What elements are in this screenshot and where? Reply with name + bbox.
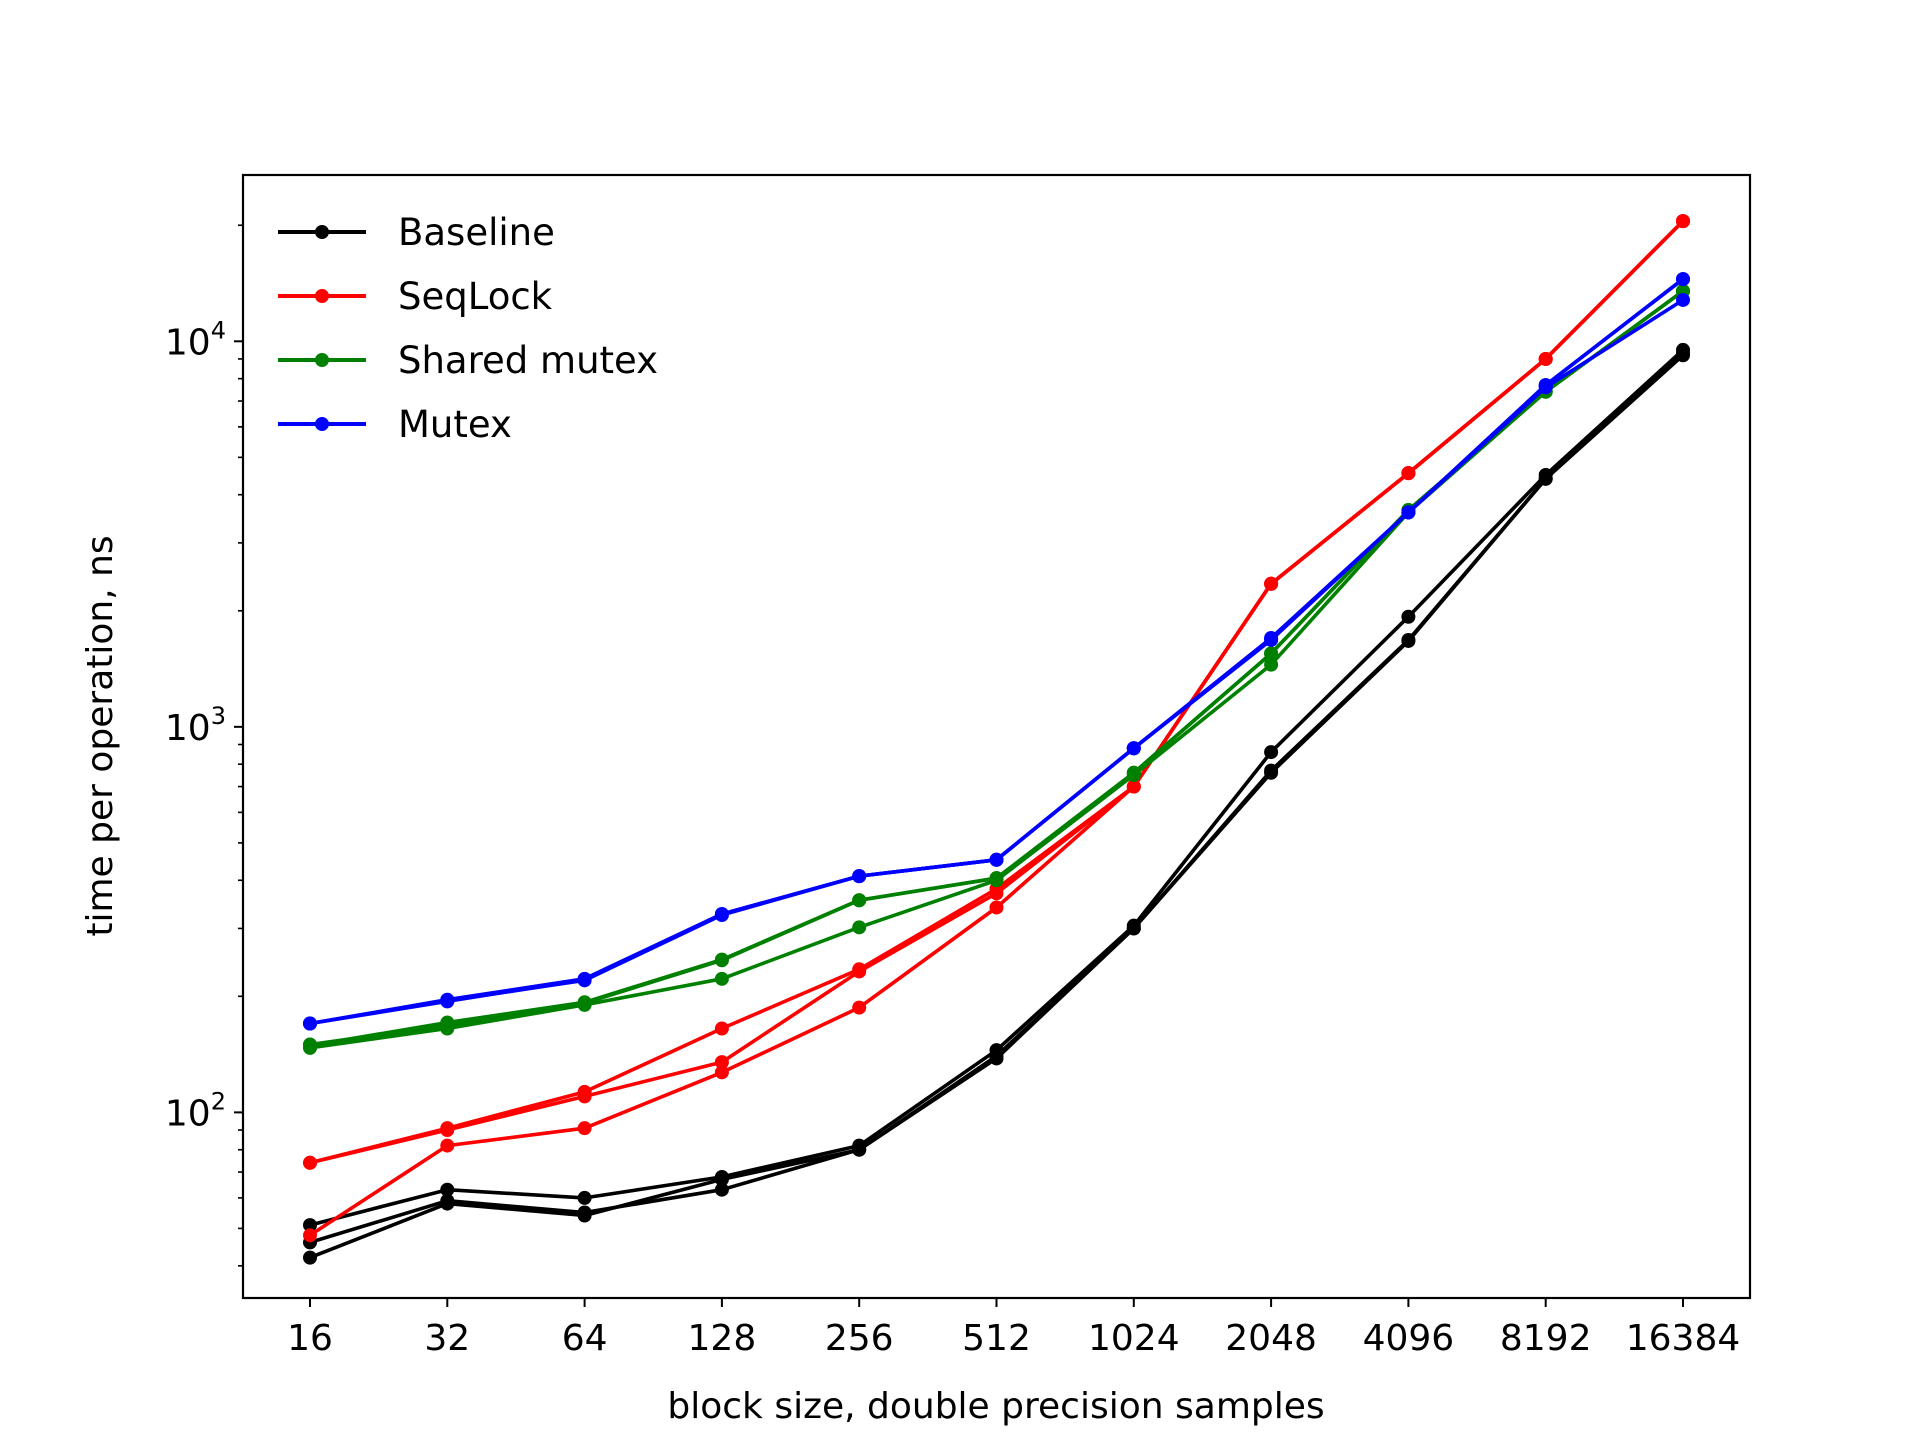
data-point	[303, 1037, 317, 1052]
legend-label: Baseline	[398, 211, 555, 254]
data-point	[989, 871, 1004, 886]
data-point	[714, 1055, 729, 1070]
x-tick-label: 1024	[1088, 1318, 1180, 1359]
legend-label: Mutex	[398, 403, 512, 446]
legend-marker	[315, 225, 329, 239]
y-tick-label: 104	[165, 316, 226, 363]
data-point	[440, 994, 455, 1009]
x-tick-label: 32	[424, 1318, 470, 1359]
data-point	[989, 886, 1004, 901]
data-point	[303, 1218, 317, 1233]
data-point	[714, 971, 729, 986]
data-point	[1126, 779, 1141, 794]
data-point	[303, 1016, 317, 1031]
data-point	[440, 1182, 455, 1197]
data-point	[303, 1155, 317, 1170]
data-point	[1264, 765, 1279, 780]
x-tick-label: 8192	[1500, 1318, 1592, 1359]
x-tick-label: 16	[287, 1318, 333, 1359]
x-tick-label: 512	[962, 1318, 1031, 1359]
x-axis-label: block size, double precision samples	[667, 1386, 1324, 1427]
data-point	[1264, 657, 1279, 672]
x-axis: 16 32 64 128 256 512 1024 2048 4096 8192 16384	[287, 1298, 1740, 1359]
data-point	[989, 852, 1004, 867]
series-layer	[303, 214, 1690, 1265]
data-point	[577, 996, 592, 1011]
x-tick-label: 4096	[1363, 1318, 1455, 1359]
y-tick-label: 103	[165, 702, 226, 749]
data-point	[1401, 633, 1416, 648]
data-point	[1538, 471, 1553, 486]
legend-entry: SeqLock	[278, 275, 553, 318]
legend-entry: Shared mutex	[278, 339, 658, 382]
series-seqlock	[303, 214, 1690, 1243]
data-point	[1676, 348, 1690, 363]
x-tick-label: 16384	[1626, 1318, 1741, 1359]
x-tick-label: 256	[825, 1318, 894, 1359]
data-point	[1676, 272, 1690, 287]
y-tick-label: 102	[165, 1087, 226, 1134]
legend-label: Shared mutex	[398, 339, 658, 382]
x-tick-label: 2048	[1225, 1318, 1317, 1359]
data-point	[1264, 576, 1279, 591]
data-point	[714, 1172, 729, 1187]
y-axis-label: time per operation, ns	[80, 535, 121, 936]
data-point	[577, 1121, 592, 1136]
x-tick-label: 128	[688, 1318, 757, 1359]
data-point	[1126, 921, 1141, 936]
data-point	[1401, 505, 1416, 520]
data-point	[1401, 466, 1416, 481]
data-point	[714, 1065, 729, 1080]
legend-marker	[315, 417, 329, 431]
data-point	[989, 900, 1004, 915]
series-mutex	[303, 272, 1690, 1031]
data-point	[440, 1138, 455, 1153]
legend: Baseline SeqLock Shared mutex Mutex	[278, 211, 658, 446]
data-point	[440, 1018, 455, 1033]
series-baseline	[303, 342, 1690, 1265]
data-point	[989, 1051, 1004, 1066]
y-axis: 102 103 104	[165, 224, 243, 1267]
x-tick-label: 64	[562, 1318, 608, 1359]
data-point	[1676, 214, 1690, 229]
data-point	[1126, 741, 1141, 756]
data-point	[440, 1123, 455, 1138]
data-point	[1676, 292, 1690, 307]
data-point	[852, 1000, 867, 1015]
data-point	[303, 1228, 317, 1243]
data-point	[1264, 745, 1279, 760]
data-point	[714, 1182, 729, 1197]
legend-label: SeqLock	[398, 275, 553, 318]
data-point	[577, 972, 592, 987]
data-point	[1264, 646, 1279, 661]
data-point	[714, 953, 729, 968]
data-point	[852, 964, 867, 979]
legend-marker	[315, 289, 329, 303]
data-point	[1401, 609, 1416, 624]
legend-entry: Baseline	[278, 211, 555, 254]
data-point	[852, 920, 867, 935]
data-point	[1538, 380, 1553, 395]
plot-area	[241, 173, 1752, 1300]
data-point	[303, 1250, 317, 1265]
data-point	[577, 1190, 592, 1205]
data-point	[1538, 351, 1553, 366]
data-point	[714, 907, 729, 922]
data-point	[577, 1208, 592, 1223]
legend-entry: Mutex	[278, 403, 512, 446]
data-point	[1126, 765, 1141, 780]
data-point	[852, 893, 867, 908]
data-point	[714, 1021, 729, 1036]
data-point	[852, 869, 867, 884]
data-point	[577, 1089, 592, 1104]
data-point	[440, 1196, 455, 1211]
data-point	[1264, 632, 1279, 647]
data-point	[852, 1142, 867, 1157]
legend-marker	[315, 353, 329, 367]
